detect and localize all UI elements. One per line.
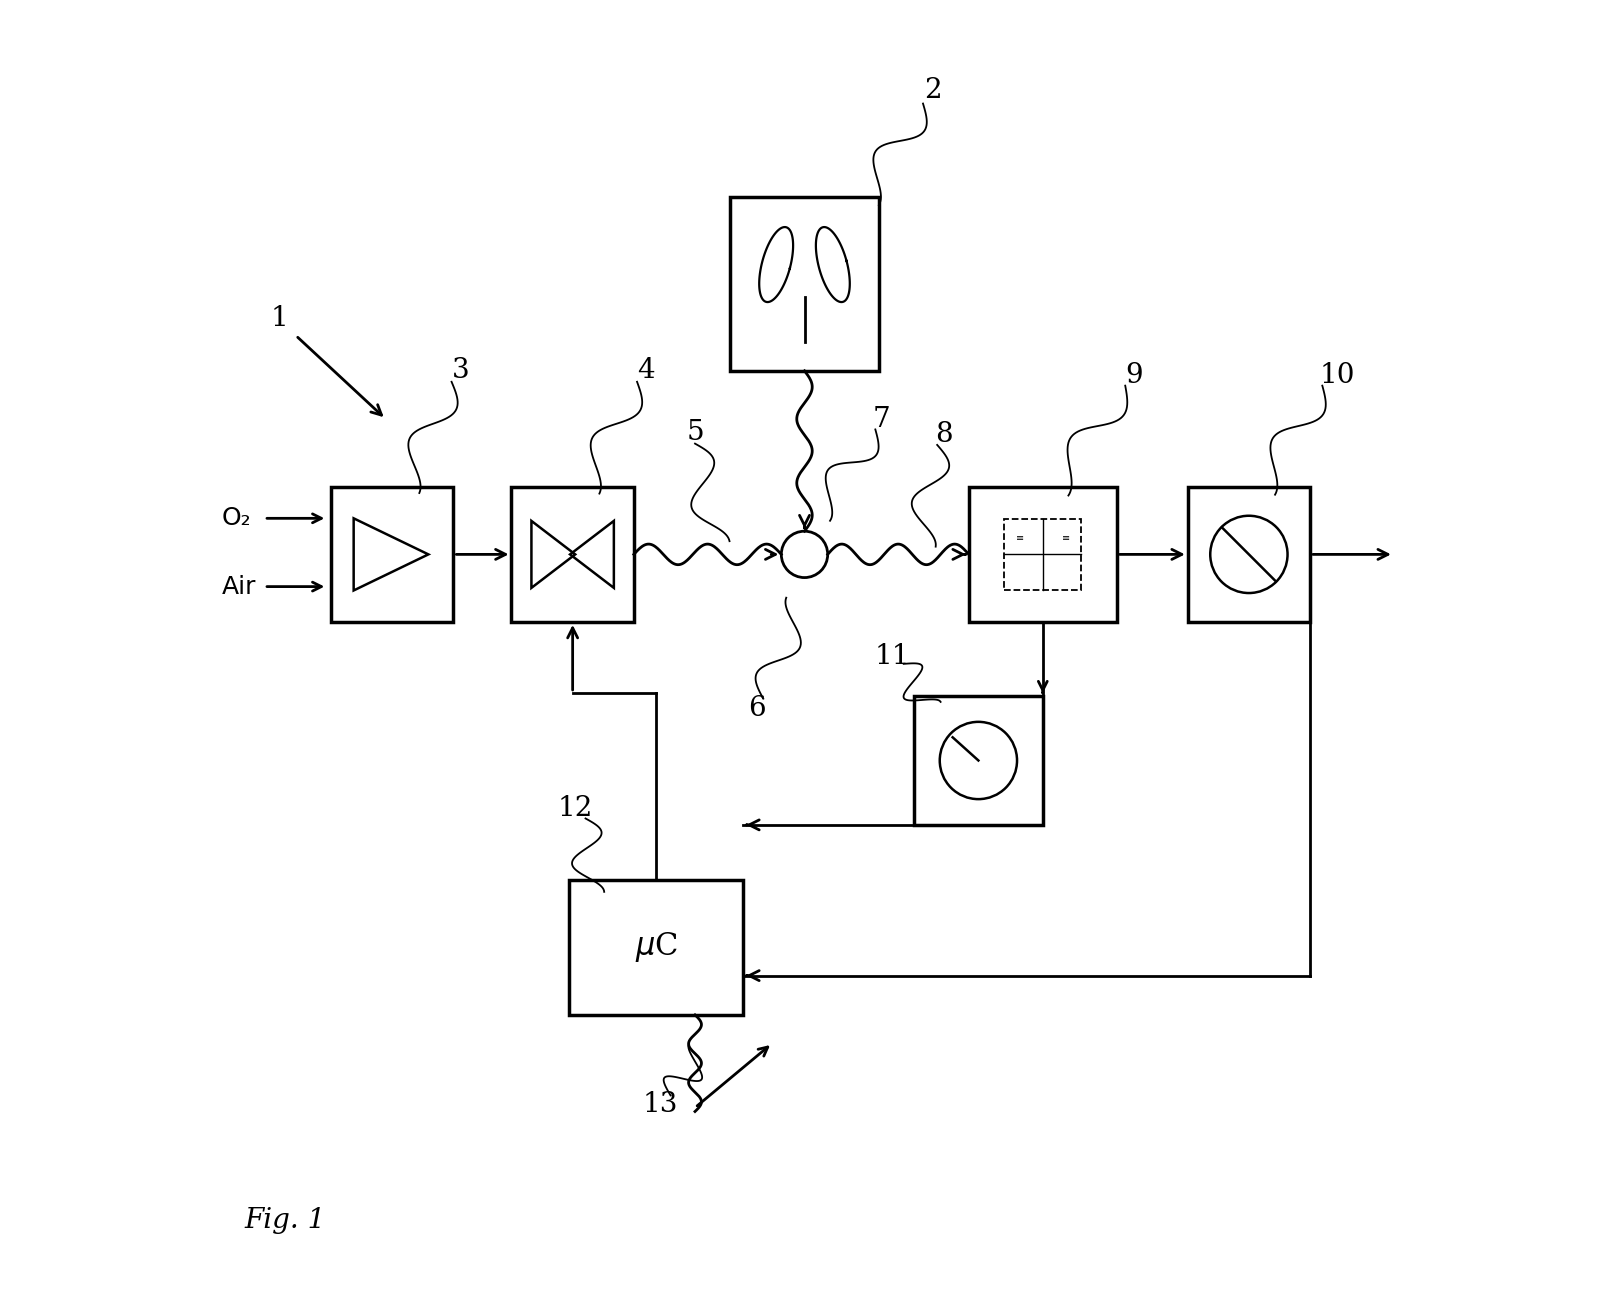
Text: $\mu$C: $\mu$C	[634, 930, 677, 965]
Text: 5: 5	[685, 418, 703, 445]
Bar	[969, 487, 1117, 622]
Text: 13: 13	[642, 1091, 677, 1118]
Text: 4: 4	[637, 357, 655, 384]
Text: 1: 1	[270, 305, 288, 332]
Text: 11: 11	[874, 643, 909, 669]
Text: 8: 8	[935, 421, 953, 448]
Bar	[730, 197, 879, 371]
Text: 9: 9	[1125, 362, 1142, 389]
Bar	[914, 697, 1043, 825]
Text: 6: 6	[748, 695, 766, 723]
Text: 10: 10	[1319, 362, 1355, 389]
Bar	[1004, 519, 1081, 590]
Text: O₂: O₂	[222, 506, 251, 530]
Text: ≡: ≡	[1015, 533, 1023, 543]
Text: Air: Air	[222, 574, 256, 599]
Bar	[570, 880, 743, 1014]
Text: 2: 2	[925, 77, 943, 104]
Bar	[512, 487, 634, 622]
Bar	[331, 487, 454, 622]
Text: Fig. 1: Fig. 1	[245, 1207, 325, 1234]
Text: 3: 3	[452, 357, 470, 384]
Text: 12: 12	[558, 794, 592, 822]
Bar	[1187, 487, 1310, 622]
Text: ≡: ≡	[1062, 533, 1070, 543]
Text: 7: 7	[874, 406, 891, 432]
